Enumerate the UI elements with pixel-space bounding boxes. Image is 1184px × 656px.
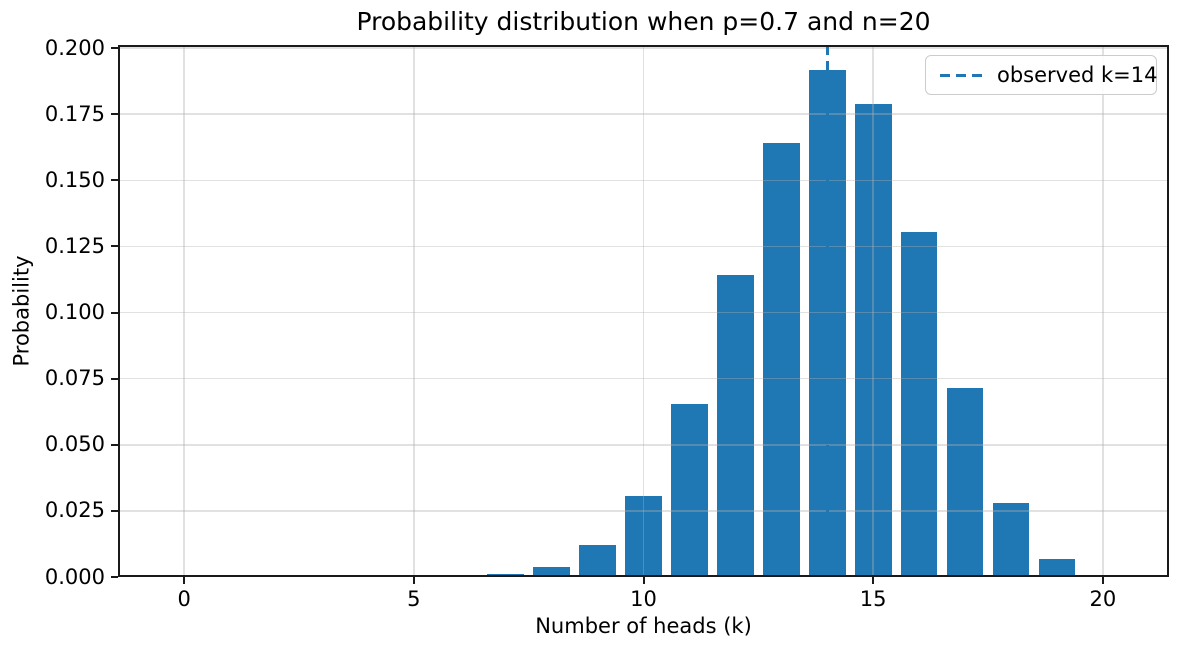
x-tick-mark	[412, 577, 415, 584]
bar-k18	[992, 503, 1030, 577]
bar-k12	[716, 274, 754, 577]
x-tick-label: 10	[630, 587, 657, 611]
bar-k8	[533, 566, 570, 577]
bar-k13	[762, 142, 800, 577]
y-tick-label: 0.175	[44, 101, 105, 126]
x-tick-mark	[642, 577, 645, 584]
y-tick-label: 0.000	[44, 564, 105, 589]
h-gridline	[118, 113, 1169, 116]
y-tick-label: 0.150	[44, 167, 105, 192]
bar-k9	[579, 545, 616, 577]
bar-k16	[900, 232, 938, 577]
bar-k17	[946, 387, 984, 577]
h-gridline	[118, 377, 1169, 380]
y-tick-label: 0.025	[44, 498, 105, 523]
legend-label: observed k=14	[997, 62, 1158, 87]
y-tick-label: 0.075	[44, 366, 105, 391]
v-gridline	[1102, 45, 1104, 577]
x-axis-label: Number of heads (k)	[535, 614, 752, 638]
y-tick-mark	[111, 377, 118, 380]
h-gridline	[118, 179, 1169, 182]
chart-title: Probability distribution when p=0.7 and …	[356, 7, 931, 36]
x-tick-label: 0	[177, 587, 191, 611]
y-tick-mark	[111, 245, 118, 248]
h-gridline	[118, 510, 1169, 512]
y-tick-label: 0.050	[44, 432, 105, 457]
h-gridline	[118, 311, 1169, 314]
y-tick-mark	[111, 113, 118, 116]
x-tick-label: 20	[1089, 587, 1117, 611]
x-tick-label: 5	[407, 587, 421, 611]
v-gridline	[183, 45, 185, 577]
y-tick-mark	[111, 576, 118, 578]
observed-k-line	[825, 45, 829, 577]
x-tick-mark	[872, 577, 875, 584]
y-tick-label: 0.200	[44, 35, 105, 60]
y-tick-mark	[111, 509, 118, 512]
h-gridline	[118, 245, 1169, 248]
bar-k10	[625, 495, 662, 577]
bar-k11	[671, 404, 708, 577]
bar-k19	[1038, 558, 1076, 577]
legend-dashed-line-sample	[940, 73, 984, 77]
x-tick-mark	[1101, 577, 1104, 584]
bar-k15	[854, 104, 892, 577]
plot-area	[118, 45, 1169, 577]
y-tick-mark	[111, 443, 118, 446]
h-gridline	[118, 47, 1169, 49]
v-gridline	[413, 45, 415, 577]
y-tick-mark	[111, 47, 118, 50]
h-gridline	[118, 443, 1169, 446]
y-tick-mark	[111, 311, 118, 314]
y-tick-label: 0.125	[44, 233, 105, 258]
v-gridline	[642, 45, 645, 577]
x-tick-mark	[183, 577, 186, 584]
y-tick-mark	[111, 179, 118, 182]
legend: observed k=14	[925, 55, 1158, 95]
v-gridline	[872, 45, 874, 577]
y-tick-label: 0.100	[44, 300, 105, 325]
x-tick-label: 15	[859, 587, 887, 611]
